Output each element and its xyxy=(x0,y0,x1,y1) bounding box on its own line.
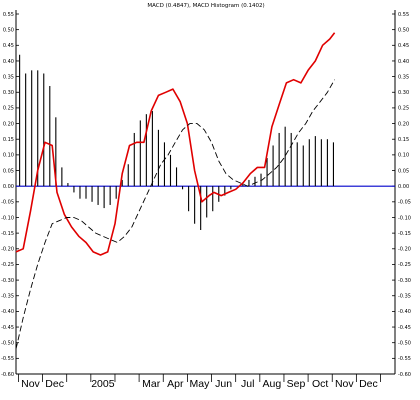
y-tick-label-right: -0.45 xyxy=(398,325,411,331)
y-tick-label-left: -0.60 xyxy=(1,372,14,378)
x-tick-label: Mar xyxy=(142,378,161,390)
y-tick-label-right: -0.60 xyxy=(398,372,411,378)
y-tick-label-right: -0.05 xyxy=(398,200,411,206)
x-tick-label: May xyxy=(190,378,211,390)
x-tick-label: Oct xyxy=(312,378,328,390)
macd-line xyxy=(15,32,336,256)
y-tick-label-left: -0.50 xyxy=(1,340,14,346)
y-tick-label-left: -0.55 xyxy=(1,356,14,362)
axes-group xyxy=(15,10,396,382)
y-tick-label-left: 0.10 xyxy=(3,153,14,159)
y-tick-label-left: -0.05 xyxy=(1,200,14,206)
x-labels-group: Nov Dec 2005 Mar Apr May Jun Jul Aug Sep Oct Nov Dec xyxy=(21,378,378,390)
y-tick-label-left: -0.45 xyxy=(1,325,14,331)
y-tick-label-left: -0.20 xyxy=(1,247,14,253)
y-tick-label-right: -0.55 xyxy=(398,356,411,362)
x-tick-label: Nov xyxy=(21,378,40,390)
y-tick-label-right: 0.30 xyxy=(398,90,409,96)
y-tick-label-right: 0.55 xyxy=(398,12,409,18)
y-tick-label-left: -0.15 xyxy=(1,231,14,237)
y-tick-label-right: 0.50 xyxy=(398,27,409,33)
y-tick-label-left: 0.30 xyxy=(3,90,14,96)
y-tick-label-right: 0.40 xyxy=(398,59,409,65)
x-tick-label: Apr xyxy=(167,378,184,390)
y-tick-label-right: -0.40 xyxy=(398,309,411,315)
x-tick-label: Dec xyxy=(45,378,64,390)
y-tick-label-right: -0.30 xyxy=(398,278,411,284)
lines-group xyxy=(15,32,336,350)
y-tick-label-left: 0.50 xyxy=(3,27,14,33)
y-tick-label-left: -0.30 xyxy=(1,278,14,284)
y-tick-label-right: -0.15 xyxy=(398,231,411,237)
y-tick-label-left: 0.05 xyxy=(3,168,14,174)
x-tick-label: Aug xyxy=(263,378,282,390)
y-tick-label-right: 0.35 xyxy=(398,74,409,80)
y-tick-label-left: 0.15 xyxy=(3,137,14,143)
y-tick-label-left: -0.25 xyxy=(1,262,14,268)
x-tick-label: Dec xyxy=(359,378,378,390)
y-tick-label-right: 0.15 xyxy=(398,137,409,143)
x-tick-label: Nov xyxy=(335,378,354,390)
y-tick-label-left: 0.20 xyxy=(3,121,14,127)
x-tick-label: Jul xyxy=(241,378,254,390)
y-tick-label-right: 0.20 xyxy=(398,121,409,127)
y-labels-group: 0.55 0.55 0.50 0.50 0.45 0.45 0.40 0.40 0.35 0.35… xyxy=(1,12,411,378)
histogram-group xyxy=(19,54,334,230)
x-tick-label: Sep xyxy=(287,378,306,390)
y-tick-label-left: 0.35 xyxy=(3,74,14,80)
y-tick-label-right: -0.35 xyxy=(398,294,411,300)
y-tick-label-left: 0.00 xyxy=(3,184,14,190)
y-tick-label-right: 0.00 xyxy=(398,184,409,190)
y-tick-label-left: 0.55 xyxy=(3,12,14,18)
chart-title: MACD (0.4847), MACD Histogram (0.1402) xyxy=(147,3,264,9)
y-tick-label-right: -0.10 xyxy=(398,215,411,221)
y-tick-label-left: 0.25 xyxy=(3,106,14,112)
y-tick-label-right: 0.25 xyxy=(398,106,409,112)
signal-line xyxy=(15,79,335,350)
y-tick-label-left: -0.35 xyxy=(1,294,14,300)
y-tick-label-right: 0.45 xyxy=(398,43,409,49)
x-tick-label: 2005 xyxy=(91,378,115,390)
y-tick-label-left: 0.45 xyxy=(3,43,14,49)
x-tick-label: Jun xyxy=(215,378,232,390)
y-tick-label-right: -0.20 xyxy=(398,247,411,253)
y-tick-label-right: 0.10 xyxy=(398,153,409,159)
y-tick-label-left: -0.10 xyxy=(1,215,14,221)
y-tick-label-right: -0.25 xyxy=(398,262,411,268)
y-tick-label-right: -0.50 xyxy=(398,340,411,346)
y-tick-label-left: 0.40 xyxy=(3,59,14,65)
y-tick-label-left: -0.40 xyxy=(1,309,14,315)
y-tick-label-right: 0.05 xyxy=(398,168,409,174)
